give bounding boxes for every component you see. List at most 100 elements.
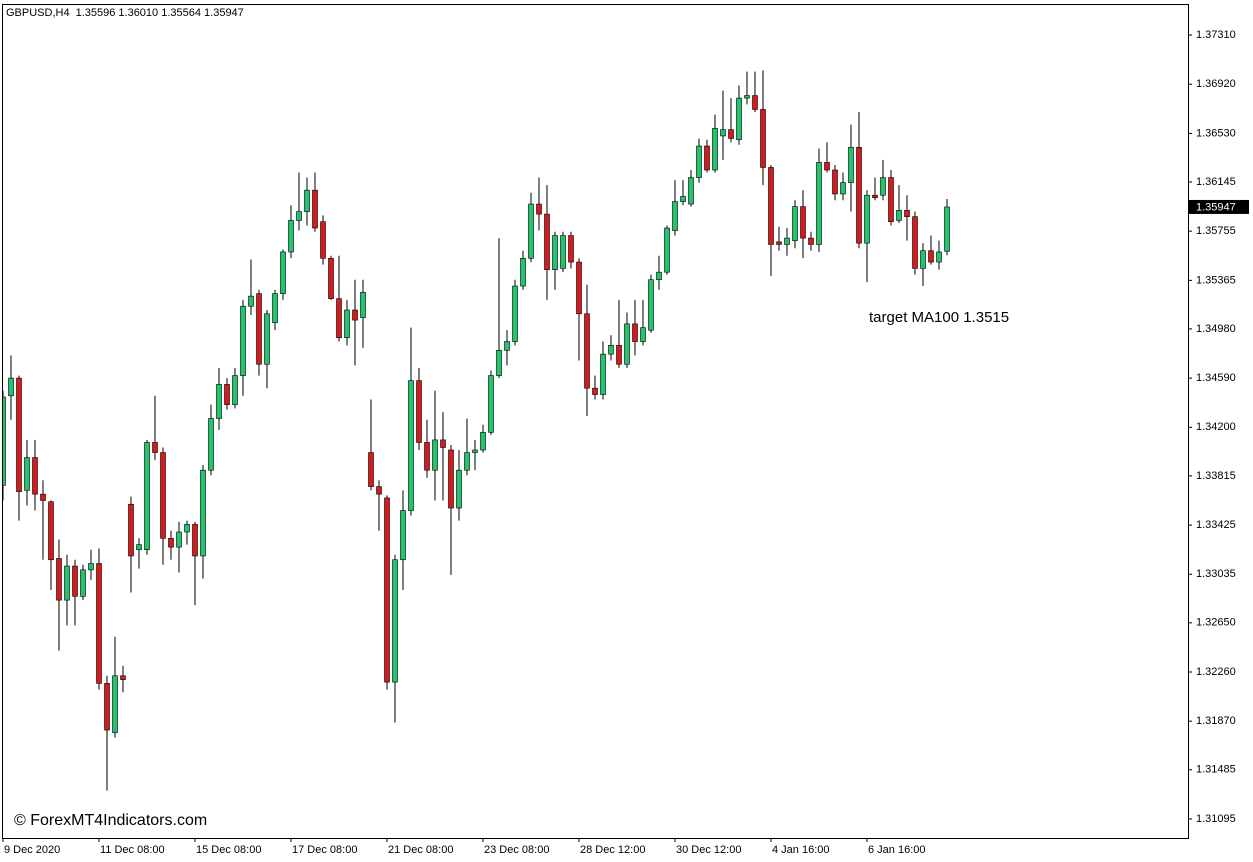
candle-body <box>936 251 942 263</box>
y-tick-label: 1.34590 <box>1196 372 1236 384</box>
candle-body <box>296 211 302 221</box>
candle-body <box>616 345 622 365</box>
y-tick-label: 1.32260 <box>1196 666 1236 678</box>
candle-body <box>104 683 110 731</box>
candle-body <box>624 323 630 365</box>
y-tick-label: 1.32650 <box>1196 617 1236 629</box>
candle-body <box>128 503 134 557</box>
candle-body <box>264 313 270 365</box>
candle-body <box>48 501 54 561</box>
candle-body <box>576 261 582 315</box>
candle-body <box>888 177 894 223</box>
y-tick-label: 1.33815 <box>1196 470 1236 482</box>
candle-body <box>152 442 158 453</box>
y-tick-label: 1.33425 <box>1196 519 1236 531</box>
candle-body <box>608 345 614 355</box>
candle-body <box>456 469 462 509</box>
candle-body <box>632 323 638 342</box>
candle-body <box>168 538 174 548</box>
chart-title: GBPUSD,H4 <box>6 7 70 19</box>
candle-body <box>744 95 750 99</box>
y-tick-label: 1.34200 <box>1196 421 1236 433</box>
candle-body <box>200 469 206 557</box>
candle-body <box>32 457 38 495</box>
candle-body <box>824 162 830 171</box>
y-tick-label: 1.31485 <box>1196 764 1236 776</box>
plot-frame <box>2 4 1189 839</box>
candle-body <box>776 241 782 245</box>
candle-body <box>680 196 686 202</box>
candle-body <box>464 452 470 471</box>
candle-body <box>600 353 606 395</box>
chart-subtitle: 1.35596 1.36010 1.35564 1.35947 <box>76 7 244 19</box>
candle-body <box>40 493 46 501</box>
candle-body <box>176 531 182 548</box>
candle-body <box>3 396 6 486</box>
candle-body <box>560 235 566 269</box>
candle-body <box>928 250 934 263</box>
candle-body <box>848 146 854 183</box>
candle-body <box>528 203 534 259</box>
candle-body <box>272 293 278 323</box>
candle-body <box>216 384 222 419</box>
candle-body <box>912 216 918 269</box>
y-tick-label: 1.33035 <box>1196 568 1236 580</box>
candle-body <box>240 305 246 376</box>
candle-body <box>480 432 486 451</box>
candle-body <box>408 380 414 511</box>
candle-body <box>208 418 214 471</box>
candle-body <box>720 129 726 137</box>
annotation: target MA100 1.3515 <box>869 309 1009 326</box>
x-tick-label: 9 Dec 2020 <box>4 844 60 856</box>
x-tick-label: 17 Dec 08:00 <box>292 844 357 856</box>
candle-body <box>512 285 518 342</box>
candle-body <box>880 177 886 196</box>
candle-body <box>312 189 318 229</box>
candle-body <box>760 109 766 168</box>
candle-body <box>24 457 30 491</box>
candle-body <box>664 227 670 273</box>
candle-body <box>472 449 478 453</box>
last-price-label: 1.35947 <box>1196 201 1236 213</box>
candle-body <box>736 97 742 141</box>
x-tick-label: 11 Dec 08:00 <box>100 844 165 856</box>
candle-body <box>360 292 366 318</box>
y-tick-label: 1.31095 <box>1196 813 1236 825</box>
candle-body <box>232 375 238 405</box>
y-tick-label: 1.31870 <box>1196 715 1236 727</box>
candle-body <box>248 295 254 307</box>
candle-body <box>592 387 598 395</box>
candle-body <box>904 210 910 217</box>
candle-body <box>896 210 902 221</box>
candle-body <box>288 220 294 253</box>
candle-body <box>80 569 86 597</box>
candle-body <box>136 544 142 550</box>
candle-body <box>112 675 118 733</box>
candle-body <box>584 313 590 389</box>
y-tick-label: 1.35755 <box>1196 225 1236 237</box>
candle-body <box>160 452 166 539</box>
candle-body <box>536 203 542 215</box>
candle-body <box>552 235 558 270</box>
candle-body <box>544 213 550 270</box>
candle-body <box>304 189 310 212</box>
candle-body <box>840 182 846 195</box>
candle-body <box>712 128 718 171</box>
candle-body <box>864 194 870 244</box>
candle-body <box>328 257 334 299</box>
last-price-box <box>1189 199 1249 214</box>
candle-body <box>256 293 262 365</box>
x-tick-label: 15 Dec 08:00 <box>196 844 261 856</box>
y-tick-label: 1.37310 <box>1196 29 1236 41</box>
candle-body <box>856 146 862 244</box>
y-tick-label: 1.34980 <box>1196 323 1236 335</box>
candle-body <box>640 327 646 342</box>
watermark: © ForexMT4Indicators.com <box>14 812 207 829</box>
candle-body <box>384 497 390 683</box>
candle-body <box>832 169 838 195</box>
candle-body <box>656 271 662 281</box>
candle-body <box>72 565 78 597</box>
candle-body <box>368 452 374 487</box>
